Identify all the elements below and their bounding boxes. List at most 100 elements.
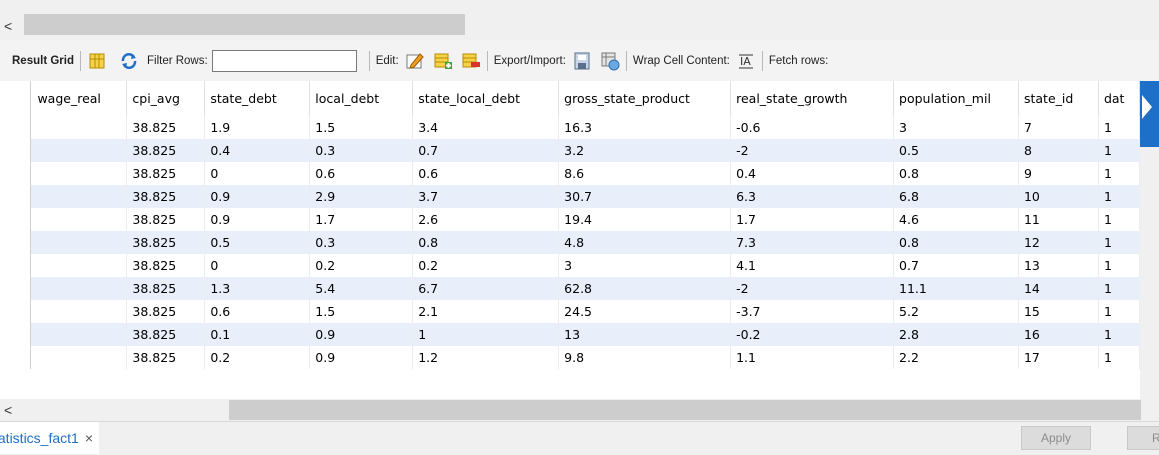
- table-cell[interactable]: 1: [412, 323, 560, 346]
- table-cell[interactable]: 1: [1098, 185, 1140, 208]
- table-cell[interactable]: 24.5: [558, 300, 732, 323]
- table-cell[interactable]: -3.7: [730, 300, 895, 323]
- table-cell[interactable]: 3.2: [558, 139, 732, 162]
- table-cell[interactable]: [30, 208, 128, 231]
- row-marker[interactable]: [0, 139, 32, 162]
- table-cell[interactable]: 5.2: [893, 300, 1019, 323]
- column-header[interactable]: cpi_avg: [126, 81, 206, 116]
- table-cell[interactable]: 1.9: [204, 116, 311, 139]
- table-cell[interactable]: [30, 116, 128, 139]
- import-icon[interactable]: [600, 51, 620, 71]
- table-cell[interactable]: 0.8: [893, 231, 1019, 254]
- refresh-icon[interactable]: [119, 51, 139, 71]
- revert-button[interactable]: R: [1127, 426, 1159, 450]
- table-cell[interactable]: 0.6: [309, 162, 414, 185]
- table-row[interactable]: 38.825 0.5 0.3 0.8 4.8 7.3 0.8 12 1: [0, 231, 1140, 254]
- table-row[interactable]: 38.825 0.1 0.9 1 13 -0.2 2.8 16 1: [0, 323, 1140, 346]
- table-cell[interactable]: 62.8: [558, 277, 732, 300]
- table-cell[interactable]: -2: [730, 139, 895, 162]
- row-marker[interactable]: [0, 116, 32, 139]
- table-cell[interactable]: 0.4: [730, 162, 895, 185]
- column-header[interactable]: state_debt: [204, 81, 311, 116]
- table-cell[interactable]: 11.1: [893, 277, 1019, 300]
- table-cell[interactable]: 8.6: [558, 162, 732, 185]
- row-marker[interactable]: [0, 185, 32, 208]
- table-cell[interactable]: 7: [1018, 116, 1099, 139]
- column-header[interactable]: dat: [1098, 81, 1140, 116]
- table-cell[interactable]: 13: [558, 323, 732, 346]
- table-cell[interactable]: 2.6: [412, 208, 560, 231]
- table-cell[interactable]: 0.6: [412, 162, 560, 185]
- table-cell[interactable]: 3: [558, 254, 732, 277]
- table-cell[interactable]: 15: [1018, 300, 1099, 323]
- table-cell[interactable]: 0.9: [204, 208, 311, 231]
- table-cell[interactable]: 38.825: [126, 139, 206, 162]
- table-cell[interactable]: 4.8: [558, 231, 732, 254]
- table-cell[interactable]: 38.825: [126, 162, 206, 185]
- table-row[interactable]: 38.825 0.9 1.7 2.6 19.4 1.7 4.6 11 1: [0, 208, 1140, 231]
- table-cell[interactable]: 38.825: [126, 300, 206, 323]
- table-cell[interactable]: 0.4: [204, 139, 311, 162]
- table-cell[interactable]: 1: [1098, 231, 1140, 254]
- apply-button[interactable]: Apply: [1021, 426, 1091, 450]
- table-cell[interactable]: 16: [1018, 323, 1099, 346]
- table-cell[interactable]: 38.825: [126, 208, 206, 231]
- table-cell[interactable]: 2.2: [893, 346, 1019, 369]
- table-cell[interactable]: 38.825: [126, 116, 206, 139]
- table-row[interactable]: 38.825 1.3 5.4 6.7 62.8 -2 11.1 14 1: [0, 277, 1140, 300]
- table-cell[interactable]: 0.8: [893, 162, 1019, 185]
- table-cell[interactable]: 1: [1098, 254, 1140, 277]
- table-cell[interactable]: 0.9: [309, 346, 414, 369]
- table-cell[interactable]: 2.8: [893, 323, 1019, 346]
- table-cell[interactable]: 1.7: [309, 208, 414, 231]
- table-cell[interactable]: 9: [1018, 162, 1099, 185]
- table-cell[interactable]: 1: [1098, 323, 1140, 346]
- table-cell[interactable]: 0: [204, 254, 311, 277]
- table-row[interactable]: 38.825 0.2 0.9 1.2 9.8 1.1 2.2 17 1: [0, 346, 1140, 369]
- table-cell[interactable]: 1.7: [730, 208, 895, 231]
- wrap-text-icon[interactable]: IA: [736, 51, 756, 71]
- table-cell[interactable]: -0.6: [730, 116, 895, 139]
- table-cell[interactable]: 1.5: [309, 116, 414, 139]
- table-cell[interactable]: 3.4: [412, 116, 560, 139]
- scroll-left-icon[interactable]: <: [4, 18, 13, 34]
- table-cell[interactable]: 30.7: [558, 185, 732, 208]
- table-cell[interactable]: 12: [1018, 231, 1099, 254]
- table-cell[interactable]: 6.8: [893, 185, 1019, 208]
- table-row[interactable]: 38.825 0 0.6 0.6 8.6 0.4 0.8 9 1: [0, 162, 1140, 185]
- table-cell[interactable]: 2.1: [412, 300, 560, 323]
- delete-row-icon[interactable]: [461, 51, 481, 71]
- table-cell[interactable]: [30, 254, 128, 277]
- scroll-thumb[interactable]: [24, 14, 465, 35]
- close-icon[interactable]: ×: [84, 430, 94, 446]
- table-cell[interactable]: 14: [1018, 277, 1099, 300]
- table-row[interactable]: 38.825 0.4 0.3 0.7 3.2 -2 0.5 8 1: [0, 139, 1140, 162]
- table-cell[interactable]: 38.825: [126, 254, 206, 277]
- column-header[interactable]: local_debt: [309, 81, 414, 116]
- row-marker[interactable]: [0, 277, 32, 300]
- table-row[interactable]: 38.825 0 0.2 0.2 3 4.1 0.7 13 1: [0, 254, 1140, 277]
- table-cell[interactable]: 2.9: [309, 185, 414, 208]
- table-cell[interactable]: 5.4: [309, 277, 414, 300]
- table-cell[interactable]: 11: [1018, 208, 1099, 231]
- table-cell[interactable]: 1: [1098, 300, 1140, 323]
- table-cell[interactable]: [30, 231, 128, 254]
- table-cell[interactable]: 1.5: [309, 300, 414, 323]
- table-cell[interactable]: 1: [1098, 277, 1140, 300]
- table-cell[interactable]: 0.3: [309, 231, 414, 254]
- scroll-left-icon[interactable]: <: [4, 402, 13, 418]
- column-header[interactable]: gross_state_product: [558, 81, 732, 116]
- table-cell[interactable]: 0: [204, 162, 311, 185]
- add-row-icon[interactable]: [433, 51, 453, 71]
- table-cell[interactable]: 38.825: [126, 323, 206, 346]
- table-cell[interactable]: 1: [1098, 162, 1140, 185]
- table-row[interactable]: 38.825 0.9 2.9 3.7 30.7 6.3 6.8 10 1: [0, 185, 1140, 208]
- row-marker[interactable]: [0, 346, 32, 369]
- bottom-horizontal-scrollbar[interactable]: <: [0, 399, 1159, 421]
- table-cell[interactable]: [30, 139, 128, 162]
- table-cell[interactable]: 38.825: [126, 231, 206, 254]
- table-cell[interactable]: 4.6: [893, 208, 1019, 231]
- table-cell[interactable]: [30, 185, 128, 208]
- column-header[interactable]: state_local_debt: [412, 81, 560, 116]
- table-cell[interactable]: 1: [1098, 346, 1140, 369]
